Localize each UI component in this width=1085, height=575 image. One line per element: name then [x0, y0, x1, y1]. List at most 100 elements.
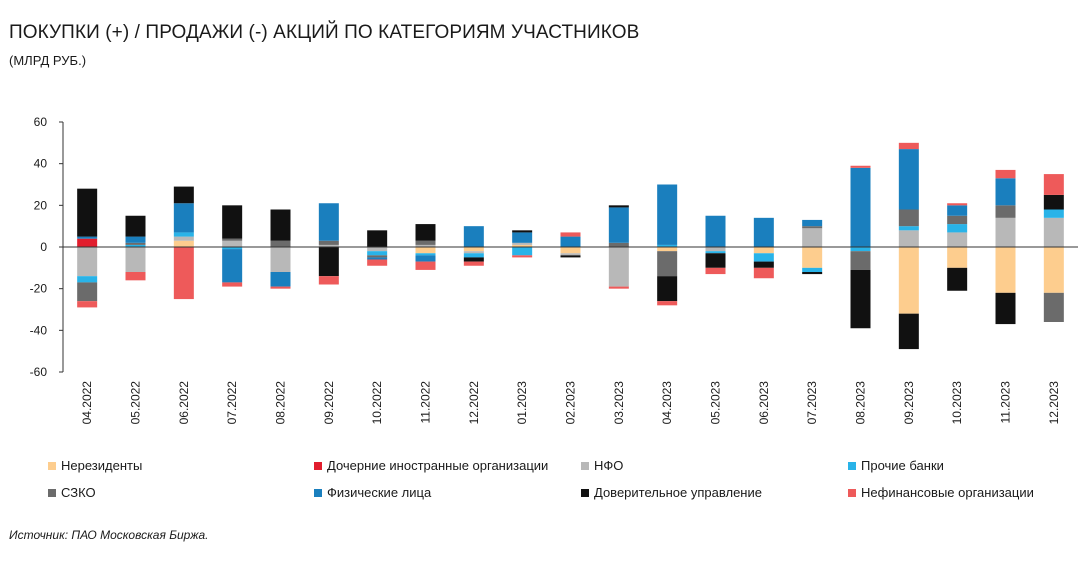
bar-segment [77, 282, 98, 302]
legend-item: Нефинансовые организации [848, 485, 1034, 500]
bar-segment [222, 240, 243, 247]
bar-segment [415, 253, 436, 256]
x-tick-label: 01.2023 [515, 381, 529, 425]
x-tick-label: 06.2023 [757, 381, 771, 425]
bar-segment [705, 267, 726, 275]
x-tick-label: 11.2023 [999, 381, 1013, 424]
legend-swatch [581, 488, 589, 497]
bar-segment [995, 217, 1016, 247]
legend-label: НФО [594, 458, 624, 473]
bar-segment [560, 255, 581, 258]
bar-segment [898, 230, 919, 247]
bar-segment [850, 269, 871, 329]
bar-segment [1043, 292, 1064, 322]
legend-item: Физические лица [314, 485, 431, 500]
legend-item: Дочерние иностранные организации [314, 458, 548, 473]
bar-segment [77, 236, 98, 239]
bar-segment [367, 259, 388, 266]
legend-item: Нерезиденты [48, 458, 142, 473]
legend-label: СЗКО [61, 485, 96, 500]
source-note: Источник: ПАО Московская Биржа. [9, 528, 209, 542]
bar-segment [657, 301, 678, 306]
bar-segment [125, 244, 146, 247]
bar-segment [222, 249, 243, 283]
bar-segment [125, 236, 146, 243]
bar-segment [1043, 174, 1064, 195]
bar-segment [657, 276, 678, 302]
y-tick-label: -60 [30, 365, 48, 379]
bar-segment [947, 247, 968, 268]
bar-segment [270, 272, 291, 287]
bar-segment [898, 247, 919, 314]
bar-segment [850, 247, 871, 252]
bar-segment [898, 313, 919, 350]
x-tick-label: 06.2022 [177, 381, 191, 425]
bar-segment [657, 247, 678, 252]
bar-segment [125, 272, 146, 281]
y-tick-label: 60 [34, 115, 48, 129]
bar-segment [173, 236, 194, 241]
bar-segment [1043, 217, 1064, 247]
bar-segment [173, 240, 194, 247]
bar-segment [415, 240, 436, 245]
bar-segment [995, 205, 1016, 218]
x-tick-label: 02.2023 [564, 381, 578, 425]
bar-segment [367, 247, 388, 252]
legend-swatch [581, 461, 589, 470]
bar-segment [77, 276, 98, 283]
bar-segment [608, 242, 629, 247]
bar-segment [608, 207, 629, 243]
bar-segment [512, 232, 533, 243]
bar-segment [995, 247, 1016, 293]
bar-segment [415, 224, 436, 241]
bar-segment [173, 247, 194, 300]
x-tick-label: 08.2023 [854, 381, 868, 425]
bar-segment [512, 230, 533, 233]
legend-swatch [48, 488, 56, 497]
bar-segment [463, 247, 484, 252]
x-tick-label: 03.2023 [612, 381, 626, 425]
bar-segment [705, 253, 726, 268]
bar-segment [415, 244, 436, 247]
x-tick-label: 07.2022 [225, 381, 239, 425]
bar-segment [802, 219, 823, 227]
legend-swatch [48, 461, 56, 470]
bar-segment [222, 247, 243, 250]
legend-swatch [848, 461, 856, 470]
bar-segment [947, 224, 968, 233]
legend-label: Физические лица [327, 485, 432, 500]
bar-segment [173, 232, 194, 237]
bar-segment [463, 257, 484, 262]
bar-segment [1043, 247, 1064, 293]
chart-legend: Нерезиденты Дочерние иностранные организа… [48, 458, 1078, 510]
bar-segment [560, 247, 581, 254]
bar-segment [608, 247, 629, 287]
bar-segment [947, 215, 968, 225]
bar-segment [995, 178, 1016, 206]
bar-segment [608, 286, 629, 289]
bar-segment [802, 228, 823, 247]
bar-segment [753, 217, 774, 247]
bar-segment [753, 253, 774, 262]
x-tick-label: 10.2023 [950, 381, 964, 425]
bar-segment [463, 253, 484, 258]
legend-item: Прочие банки [848, 458, 944, 473]
legend-label: Доверительное управление [594, 485, 762, 500]
legend-label: Нерезиденты [61, 458, 143, 473]
bar-segment [318, 240, 339, 245]
bar-segment [850, 167, 871, 247]
bar-segment [512, 247, 533, 256]
legend-label: Прочие банки [861, 458, 944, 473]
bar-segment [753, 247, 774, 254]
x-tick-label: 07.2023 [805, 381, 819, 425]
bar-segment [560, 232, 581, 237]
bar-segment [560, 253, 581, 256]
bar-segment [125, 215, 146, 237]
x-tick-label: 05.2023 [709, 381, 723, 425]
bar-segment [802, 247, 823, 268]
bar-segment [898, 142, 919, 150]
x-tick-label: 10.2022 [370, 381, 384, 425]
bar-segment [415, 261, 436, 270]
bar-segment [415, 255, 436, 262]
bar-segment [898, 209, 919, 227]
